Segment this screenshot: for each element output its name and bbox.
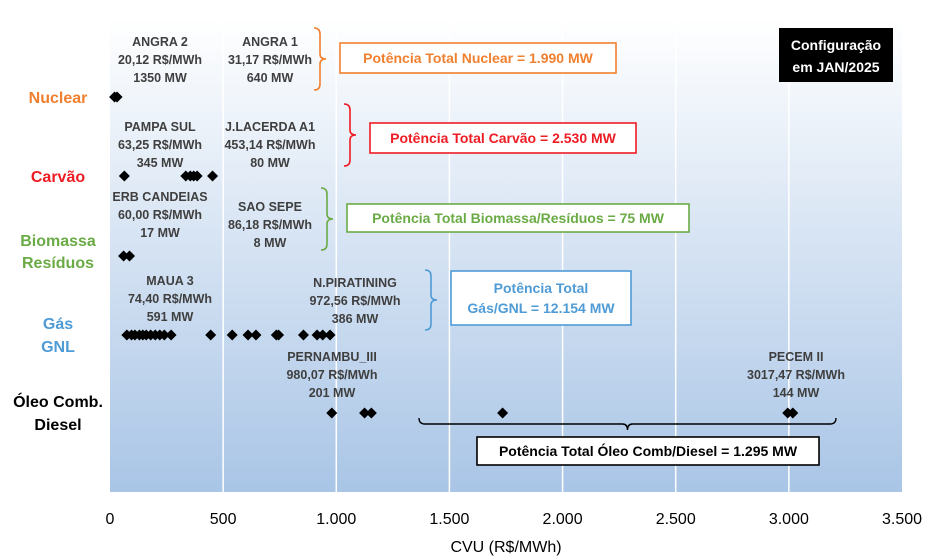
data-point-biomassa	[124, 250, 136, 262]
plant-annotation-biomassa: SAO SEPE	[238, 200, 302, 214]
plant-annotation-gas: N.PIRATINING	[313, 276, 397, 290]
category-label-oleo: Óleo Comb.	[13, 392, 103, 411]
plant-annotation-carvao: J.LACERDA A1	[225, 120, 315, 134]
plant-annotations: ANGRA 2 20,12 R$/MWh 1350 MW ANGRA 1 31,17 R…	[112, 35, 845, 400]
x-tick-label: 2.000	[543, 511, 583, 528]
total-box-nuclear	[339, 42, 617, 74]
plant-annotation-gas: MAUA 3	[146, 274, 194, 288]
plant-annotation-oleo: PERNAMBU_III	[287, 350, 377, 364]
x-tick-label: 3.000	[769, 511, 809, 528]
plant-annotation-biomassa: 60,00 R$/MWh	[118, 208, 202, 222]
config-badge: Configuração em JAN/2025	[779, 28, 893, 82]
x-tick-label: 500	[210, 511, 237, 528]
x-tick-labels: 0 500 1.000 1.500 2.000 2.500 3.000 3.500	[106, 511, 923, 528]
data-point-oleo	[497, 407, 509, 419]
total-box-gas	[450, 270, 632, 326]
plant-annotation-carvao: 80 MW	[250, 156, 290, 170]
plant-annotation-carvao: 345 MW	[137, 156, 184, 170]
data-point-gas	[324, 329, 336, 341]
data-point-gas	[250, 329, 262, 341]
brace-carvao	[343, 103, 357, 167]
total-label-oleo: Potência Total Óleo Comb/Diesel = 1.295 …	[499, 442, 798, 459]
plant-annotation-oleo: 201 MW	[309, 386, 356, 400]
plant-annotation-gas: 591 MW	[147, 310, 194, 324]
total-label-gas: Potência Total	[494, 280, 589, 296]
category-label-gas: Gás	[43, 316, 73, 333]
data-point-gas	[242, 329, 254, 341]
plant-annotation-carvao: 453,14 R$/MWh	[224, 138, 315, 152]
total-label-biomassa: Potência Total Biomassa/Resíduos = 75 MW	[372, 210, 665, 226]
plant-annotation-biomassa: 17 MW	[140, 226, 180, 240]
plant-annotation-carvao: PAMPA SUL	[124, 120, 196, 134]
total-label-gas: Gás/GNL = 12.154 MW	[467, 300, 615, 316]
category-label-oleo: Diesel	[34, 417, 81, 434]
plant-annotation-biomassa: 86,18 R$/MWh	[228, 218, 312, 232]
x-tick-label: 1.000	[316, 511, 356, 528]
x-tick-label: 1.500	[429, 511, 469, 528]
data-point-gas	[165, 329, 177, 341]
category-label-carvao: Carvão	[31, 169, 85, 186]
config-label-line-2: em JAN/2025	[792, 59, 879, 75]
plant-annotation-biomassa: ERB CANDEIAS	[112, 190, 207, 204]
brace-gas	[424, 269, 438, 331]
data-point-carvao	[118, 170, 130, 182]
brace-nuclear	[313, 27, 327, 91]
data-point-nuclear	[111, 91, 123, 103]
data-point-oleo	[787, 407, 799, 419]
brace-oleo	[418, 417, 837, 431]
x-tick-label: 0	[106, 511, 115, 528]
data-point-gas	[317, 329, 329, 341]
category-labels: Nuclear Carvão Biomassa Resíduos Gás GNL Óleo …	[13, 90, 103, 434]
plant-annotation-nuclear: 640 MW	[247, 71, 294, 85]
data-point-gas	[311, 329, 323, 341]
data-point-gas	[226, 329, 238, 341]
data-point-gas	[158, 329, 170, 341]
plant-annotation-oleo: 980,07 R$/MWh	[286, 368, 377, 382]
category-label-biomassa: Biomassa	[20, 233, 96, 250]
brace-biomassa	[320, 187, 334, 251]
data-point-gas	[297, 329, 309, 341]
plant-annotation-nuclear: ANGRA 2	[132, 35, 188, 49]
x-tick-label: 3.500	[882, 511, 922, 528]
total-label-carvao: Potência Total Carvão = 2.530 MW	[390, 130, 617, 146]
data-point-oleo	[365, 407, 377, 419]
total-box-carvao	[369, 122, 637, 154]
plant-annotation-carvao: 63,25 R$/MWh	[118, 138, 202, 152]
data-point-oleo	[359, 407, 371, 419]
plant-annotation-oleo: 144 MW	[773, 386, 820, 400]
plant-annotation-gas: 386 MW	[332, 312, 379, 326]
plant-annotation-nuclear: ANGRA 1	[242, 35, 298, 49]
data-point-gas	[273, 329, 285, 341]
config-label-line-1: Configuração	[791, 37, 881, 53]
data-point-gas	[205, 329, 217, 341]
data-point-biomassa	[118, 250, 130, 262]
total-box-biomassa	[346, 203, 690, 233]
data-point-oleo	[326, 407, 338, 419]
total-box-oleo	[476, 436, 820, 466]
total-label-nuclear: Potência Total Nuclear = 1.990 MW	[363, 50, 593, 66]
total-power-boxes: Potência Total Nuclear = 1.990 MW Potênci…	[313, 27, 837, 466]
plant-annotation-nuclear: 20,12 R$/MWh	[118, 53, 202, 67]
data-points	[109, 91, 799, 419]
category-label-gas: GNL	[41, 339, 75, 356]
data-point-carvao	[191, 170, 203, 182]
plant-annotation-gas: 972,56 R$/MWh	[309, 294, 400, 308]
plant-annotation-nuclear: 31,17 R$/MWh	[228, 53, 312, 67]
data-point-carvao	[207, 170, 219, 182]
category-label-nuclear: Nuclear	[29, 90, 88, 107]
category-label-biomassa: Resíduos	[22, 255, 94, 272]
plant-annotation-nuclear: 1350 MW	[133, 71, 187, 85]
gridlines	[222, 18, 790, 492]
x-tick-label: 2.500	[656, 511, 696, 528]
x-axis-title: CVU (R$/MWh)	[450, 539, 561, 556]
plant-annotation-oleo: PECEM II	[769, 350, 824, 364]
plant-annotation-biomassa: 8 MW	[254, 236, 287, 250]
plot-area	[110, 18, 902, 492]
plant-annotation-gas: 74,40 R$/MWh	[128, 292, 212, 306]
plant-annotation-oleo: 3017,47 R$/MWh	[747, 368, 845, 382]
